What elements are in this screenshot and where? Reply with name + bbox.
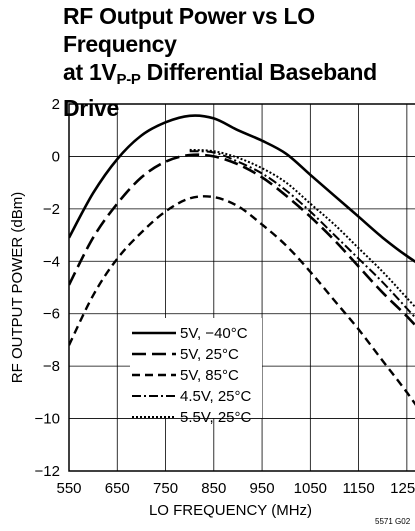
- y-tick-label: −10: [35, 411, 60, 428]
- legend-label-3: 5V, 85°C: [180, 367, 239, 384]
- title-line-2-post: Differential Baseband: [140, 59, 377, 85]
- tick-labels: 550 650 750 850 950 1050 1150 1250 2 0 −2 −4 −6 −8 −10…: [35, 96, 415, 497]
- x-axis-label: LO FREQUENCY (MHz): [149, 502, 312, 519]
- x-tick-label: 1150: [342, 480, 374, 497]
- y-tick-label: −4: [43, 253, 60, 270]
- x-tick-label: 750: [153, 480, 178, 497]
- title-line-2-sub: P-P: [116, 71, 141, 88]
- title-line-3: Drive: [63, 95, 120, 121]
- series-line-4: [189, 150, 415, 319]
- series-line-3: [69, 195, 415, 406]
- y-tick-label: −8: [43, 358, 60, 375]
- title-line-2-pre: at 1V: [63, 59, 117, 85]
- x-tick-label: 1050: [294, 480, 327, 497]
- plot-frame: [68, 103, 415, 472]
- grid-lines: [69, 104, 415, 471]
- legend-label-5: 5.5V, 25°C: [180, 409, 251, 426]
- legend-label-1: 5V, −40°C: [180, 325, 248, 342]
- legend-label-4: 4.5V, 25°C: [180, 388, 251, 405]
- y-tick-label: 2: [52, 96, 60, 113]
- series-line-1: [69, 114, 415, 264]
- y-tick-label: −12: [35, 463, 60, 480]
- title-line-1: RF Output Power vs LO Frequency: [63, 3, 315, 57]
- y-tick-label: −2: [43, 201, 60, 218]
- figure-id: 5571 G02: [375, 517, 411, 526]
- x-tick-label: 950: [250, 480, 275, 497]
- x-tick-label: 650: [105, 480, 130, 497]
- legend: 5V, −40°C 5V, 25°C 5V, 85°C 4.5V, 25°C 5.5V,…: [130, 318, 262, 426]
- x-tick-label: 850: [201, 480, 226, 497]
- x-tick-label: 1250: [390, 480, 415, 497]
- x-tick-label: 550: [56, 480, 81, 497]
- plot-area: [69, 114, 415, 406]
- series-line-2: [69, 153, 415, 327]
- legend-label-2: 5V, 25°C: [180, 346, 239, 363]
- series-line-5: [189, 148, 415, 309]
- y-tick-label: 0: [52, 148, 60, 165]
- legend-background: [130, 318, 262, 418]
- y-tick-label: −6: [43, 306, 60, 323]
- chart-title: RF Output Power vs LO Frequency at 1VP-P …: [63, 2, 415, 122]
- y-axis-label: RF OUTPUT POWER (dBm): [9, 192, 26, 383]
